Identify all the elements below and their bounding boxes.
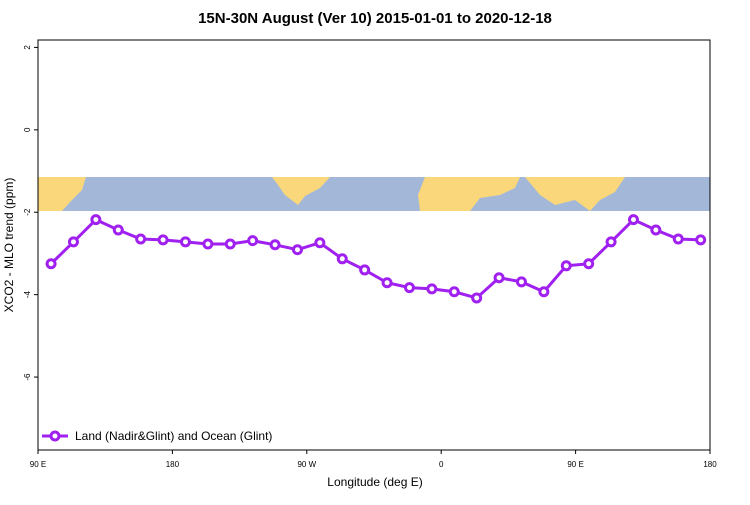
data-point — [471, 292, 483, 304]
land — [418, 177, 520, 211]
data-point — [291, 244, 303, 256]
data-point — [157, 234, 169, 246]
data-point — [493, 272, 505, 284]
data-point — [448, 286, 460, 298]
y-axis-label: XCO2 - MLO trend (ppm) — [2, 178, 16, 313]
y-tick-label: -6 — [23, 373, 32, 381]
land — [525, 177, 625, 211]
data-point — [202, 238, 214, 250]
data-point — [583, 258, 595, 270]
data-point — [538, 286, 550, 298]
data-point — [426, 283, 438, 295]
x-tick-label: 90 W — [297, 460, 316, 469]
legend-label: Land (Nadir&Glint) and Ocean (Glint) — [75, 429, 272, 443]
x-tick-label: 90 E — [567, 460, 583, 469]
data-point — [314, 237, 326, 249]
data-point — [359, 264, 371, 276]
data-point — [135, 233, 147, 245]
legend: Land (Nadir&Glint) and Ocean (Glint) — [42, 429, 272, 443]
y-tick-label: 0 — [23, 127, 32, 132]
land — [38, 177, 86, 211]
data-point — [336, 253, 348, 265]
data-point — [627, 214, 639, 226]
data-point — [67, 236, 79, 248]
x-tick-label: 180 — [166, 460, 180, 469]
plot-frame — [37, 39, 711, 451]
data-point — [605, 236, 617, 248]
data-point — [179, 236, 191, 248]
chart-title: 15N-30N August (Ver 10) 2015-01-01 to 20… — [198, 10, 552, 27]
data-point — [672, 233, 684, 245]
data-point — [224, 238, 236, 250]
data-point — [90, 214, 102, 226]
data-point — [381, 277, 393, 289]
data-point — [112, 224, 124, 236]
y-tick-label: -4 — [23, 291, 32, 299]
y-tick-label: 2 — [23, 45, 32, 50]
data-point — [403, 282, 415, 294]
legend-marker — [49, 430, 61, 442]
map-strip — [38, 177, 710, 211]
y-tick-label: -2 — [23, 208, 32, 216]
data-point — [515, 276, 527, 288]
land — [272, 177, 330, 205]
data-point — [650, 224, 662, 236]
data-point — [269, 239, 281, 251]
x-tick-label: 180 — [703, 460, 717, 469]
data-point — [45, 258, 57, 270]
data-point — [560, 260, 572, 272]
x-axis-label: Longitude (deg E) — [327, 475, 422, 489]
x-tick-label: 0 — [439, 460, 444, 469]
x-tick-label: 90 E — [30, 460, 46, 469]
data-point — [695, 234, 707, 246]
data-point — [247, 235, 259, 247]
